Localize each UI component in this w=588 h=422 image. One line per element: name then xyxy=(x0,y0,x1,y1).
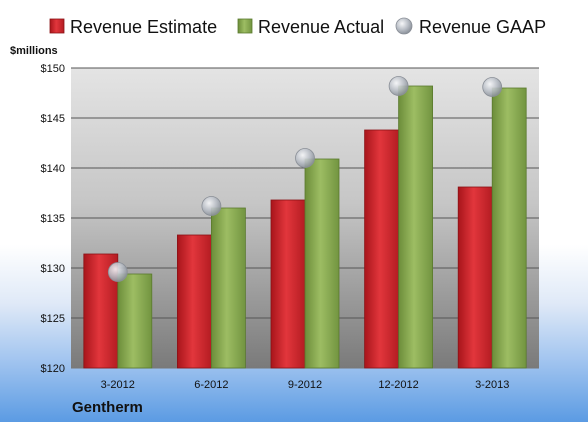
legend-label-revenue-estimate: Revenue Estimate xyxy=(70,17,217,37)
legend-marker-revenue-gaap xyxy=(395,17,413,35)
y-tick-label: $120 xyxy=(41,363,65,375)
x-tick-label: 3-2012 xyxy=(101,379,135,391)
y-tick-label: $140 xyxy=(41,163,65,175)
bar-revenue-actual xyxy=(304,158,340,369)
bar-revenue-actual xyxy=(117,273,153,369)
bars xyxy=(83,85,527,369)
x-tick-label: 12-2012 xyxy=(378,379,418,391)
x-axis: 3-2012 6-2012 9-2012 12-2012 3-2013 xyxy=(101,379,510,391)
marker-revenue-gaap xyxy=(107,262,128,282)
bar-revenue-estimate xyxy=(457,186,493,369)
legend-swatch-revenue-estimate xyxy=(49,18,65,34)
y-tick-label: $145 xyxy=(41,113,65,125)
company-label: Gentherm xyxy=(72,399,143,416)
x-tick-label: 6-2012 xyxy=(194,379,228,391)
bar-revenue-actual xyxy=(210,207,246,369)
legend-label-revenue-actual: Revenue Actual xyxy=(258,17,384,37)
bar-revenue-actual xyxy=(491,87,527,369)
marker-revenue-gaap xyxy=(201,196,222,216)
marker-revenue-gaap xyxy=(388,76,409,96)
y-tick-label: $150 xyxy=(41,63,65,75)
legend-swatch-revenue-actual xyxy=(237,18,253,34)
unit-label: $millions xyxy=(10,45,58,57)
marker-revenue-gaap xyxy=(482,77,503,97)
y-tick-label: $125 xyxy=(41,313,65,325)
bar-revenue-estimate xyxy=(176,234,212,369)
bar-revenue-estimate xyxy=(364,129,400,369)
gaap-markers xyxy=(107,76,503,282)
y-axis: $120 $125 $130 $135 $140 $145 $150 xyxy=(41,63,65,375)
x-tick-label: 3-2013 xyxy=(475,379,509,391)
y-tick-label: $135 xyxy=(41,213,65,225)
y-tick-label: $130 xyxy=(41,263,65,275)
marker-revenue-gaap xyxy=(295,148,315,168)
x-tick-label: 9-2012 xyxy=(288,379,322,391)
bar-revenue-actual xyxy=(398,85,434,369)
legend-label-revenue-gaap: Revenue GAAP xyxy=(419,17,546,37)
legend: Revenue Estimate Revenue Actual Revenue … xyxy=(49,17,546,37)
bar-revenue-estimate xyxy=(270,199,306,369)
